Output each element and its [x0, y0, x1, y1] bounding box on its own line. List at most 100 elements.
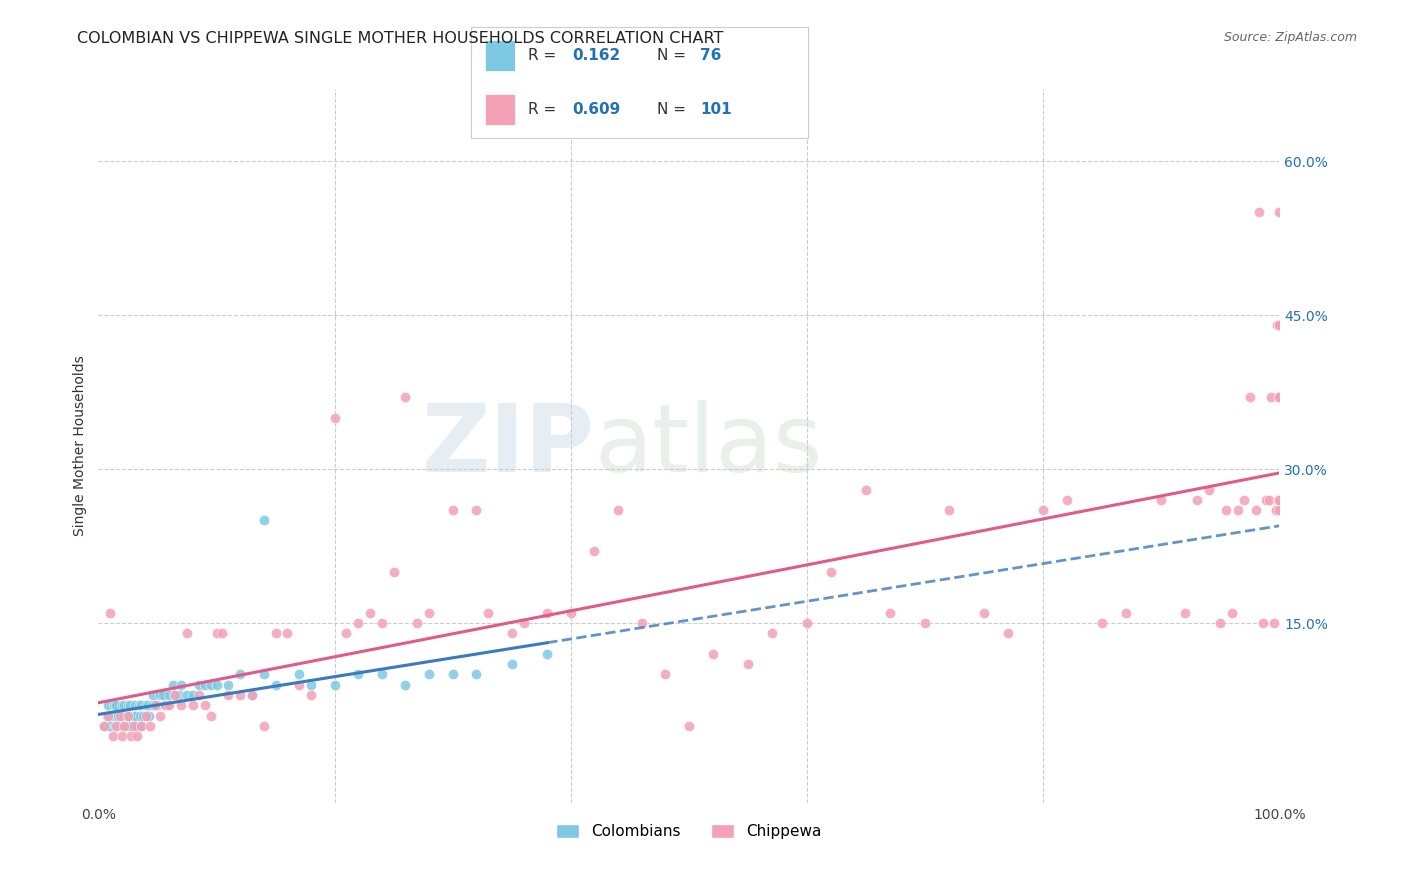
Point [114, 719, 136, 733]
Point [135, 708, 157, 723]
Text: N =: N = [657, 48, 690, 63]
Point [181, 688, 204, 702]
Point [121, 729, 143, 743]
FancyBboxPatch shape [485, 94, 515, 125]
Point [382, 565, 405, 579]
Point [98, 719, 121, 733]
Point [117, 708, 139, 723]
Point [187, 678, 209, 692]
Point [288, 667, 311, 681]
Point [323, 678, 346, 692]
Point [105, 719, 128, 733]
Point [796, 616, 818, 631]
Point [359, 606, 381, 620]
Point [149, 688, 172, 702]
Point [1264, 503, 1286, 517]
Point [1257, 492, 1279, 507]
Point [200, 678, 222, 692]
Point [335, 626, 357, 640]
Point [157, 688, 180, 702]
Point [149, 708, 172, 723]
Point [104, 719, 127, 733]
Point [1056, 492, 1078, 507]
Point [143, 698, 166, 713]
Point [1115, 606, 1137, 620]
Point [205, 678, 228, 692]
Point [117, 698, 139, 713]
Point [108, 719, 131, 733]
Point [122, 708, 145, 723]
Point [938, 503, 960, 517]
Point [394, 390, 416, 404]
Text: COLOMBIAN VS CHIPPEWA SINGLE MOTHER HOUSEHOLDS CORRELATION CHART: COLOMBIAN VS CHIPPEWA SINGLE MOTHER HOUS… [77, 31, 724, 46]
Point [167, 688, 190, 702]
Point [1256, 492, 1278, 507]
Point [132, 708, 155, 723]
Point [1268, 503, 1291, 517]
Point [1032, 503, 1054, 517]
Point [1268, 492, 1291, 507]
Point [1215, 503, 1237, 517]
Point [120, 698, 142, 713]
Point [108, 708, 131, 723]
Point [1209, 616, 1232, 631]
Point [240, 688, 263, 702]
Point [264, 678, 287, 692]
Point [253, 719, 276, 733]
Point [253, 513, 276, 527]
Legend: Colombians, Chippewa: Colombians, Chippewa [550, 818, 828, 845]
Point [914, 616, 936, 631]
Point [1268, 205, 1291, 219]
Point [98, 719, 121, 733]
Point [128, 698, 150, 713]
Text: 76: 76 [700, 48, 721, 63]
Point [217, 678, 239, 692]
Point [240, 688, 263, 702]
Point [112, 698, 135, 713]
Point [1239, 390, 1261, 404]
Point [1227, 503, 1250, 517]
Point [1260, 390, 1282, 404]
Point [101, 729, 124, 743]
Point [121, 719, 143, 733]
Point [1249, 205, 1271, 219]
Point [127, 729, 149, 743]
Point [299, 688, 322, 702]
Point [103, 698, 125, 713]
Point [654, 667, 676, 681]
Point [96, 708, 118, 723]
Point [1233, 492, 1256, 507]
Point [107, 708, 129, 723]
Point [1198, 483, 1220, 497]
FancyBboxPatch shape [485, 40, 515, 71]
Point [205, 626, 228, 640]
Point [418, 606, 440, 620]
Point [973, 606, 995, 620]
Point [112, 708, 135, 723]
Point [176, 688, 198, 702]
Point [1174, 606, 1197, 620]
Point [347, 616, 370, 631]
Point [465, 503, 488, 517]
Point [146, 698, 169, 713]
Point [406, 616, 429, 631]
Point [127, 719, 149, 733]
Point [112, 708, 135, 723]
Point [855, 483, 877, 497]
Point [1263, 616, 1285, 631]
Point [1268, 390, 1291, 404]
Point [1091, 616, 1114, 631]
Point [299, 678, 322, 692]
Text: ZIP: ZIP [422, 400, 595, 492]
Point [142, 688, 165, 702]
Point [1185, 492, 1208, 507]
Point [93, 719, 115, 733]
Point [477, 606, 499, 620]
Point [264, 626, 287, 640]
Point [93, 719, 115, 733]
Point [101, 708, 124, 723]
Point [135, 698, 157, 713]
Point [124, 698, 146, 713]
Point [176, 626, 198, 640]
Point [110, 708, 132, 723]
